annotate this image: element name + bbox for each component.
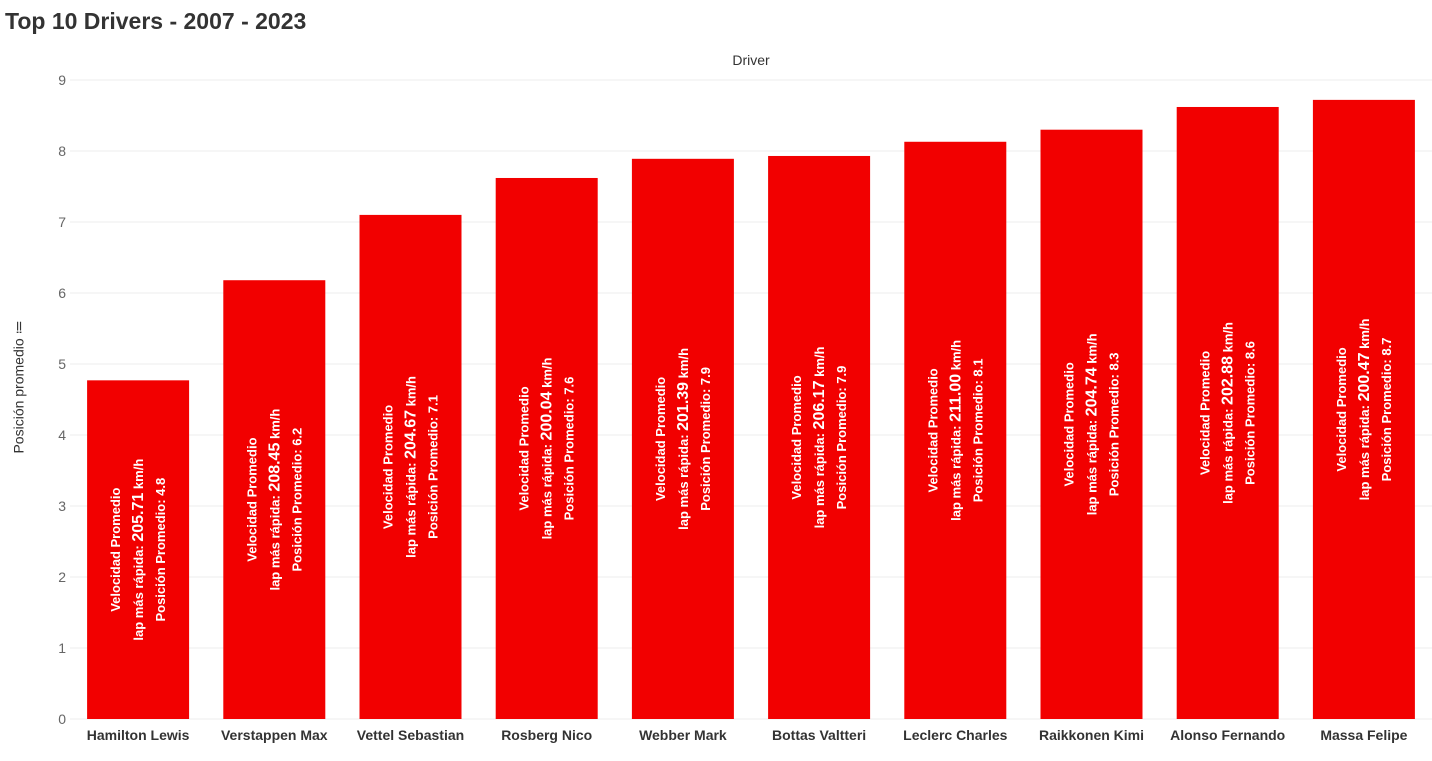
y-tick-label: 6 (58, 285, 66, 301)
bar[interactable] (495, 177, 598, 720)
y-tick-label: 2 (58, 569, 66, 585)
bar-label: Velocidad Promedio lap más rápida: 211.00… (925, 340, 985, 521)
x-axis-ticks: Hamilton Lewis Verstappen Max Vettel Sebas… (87, 727, 1408, 743)
bar-label-position: Posición Promedio: 8.6 (1243, 341, 1258, 485)
bars (87, 99, 1415, 720)
y-tick-label: 4 (58, 427, 66, 443)
bar-label-speed: lap más rápida: 211.00 km/h (947, 340, 964, 521)
bar-label-position: Posición Promedio: 4.8 (153, 478, 168, 622)
y-tick-label: 8 (58, 143, 66, 159)
bar-label-speed: lap más rápida: 202.88 km/h (1220, 322, 1237, 504)
x-tick-label: Vettel Sebastian (357, 727, 464, 743)
bar[interactable] (87, 380, 190, 719)
x-tick-label: Hamilton Lewis (87, 727, 190, 743)
y-axis-ticks: 0 1 2 3 4 5 6 7 8 9 (58, 72, 66, 727)
column-header: Driver (732, 52, 770, 68)
bar-label-speed: lap más rápida: 208.45 km/h (266, 409, 283, 591)
bar[interactable] (1176, 106, 1279, 720)
bar[interactable] (359, 214, 462, 719)
bar-label-line1: Velocidad Promedio (789, 375, 804, 499)
bar-label-position: Posición Promedio: 7.9 (834, 366, 849, 510)
x-tick-label: Massa Felipe (1320, 727, 1407, 743)
bar-label: Velocidad Promedio lap más rápida: 200.47… (1334, 318, 1394, 500)
bar-label-line1: Velocidad Promedio (517, 386, 532, 510)
bar-label-position: Posición Promedio: 7.6 (562, 377, 577, 521)
bar-labels: Velocidad Promedio lap más rápida: 205.71… (108, 318, 1394, 640)
bar-label: Velocidad Promedio lap más rápida: 204.74… (1062, 333, 1122, 515)
bar-label: Velocidad Promedio lap más rápida: 200.04… (517, 358, 577, 540)
bar[interactable] (223, 280, 326, 719)
chart-title: Top 10 Drivers - 2007 - 2023 (5, 8, 307, 34)
x-tick-label: Bottas Valtteri (772, 727, 866, 743)
bar-label: Velocidad Promedio lap más rápida: 202.88… (1198, 322, 1258, 504)
bar[interactable] (904, 141, 1007, 719)
bar-label-line1: Velocidad Promedio (1198, 351, 1213, 475)
bar[interactable] (1312, 99, 1415, 719)
bar-label-position: Posición Promedio: 8.1 (970, 359, 985, 503)
x-tick-label: Rosberg Nico (501, 727, 592, 743)
bar-label-speed: lap más rápida: 204.67 km/h (403, 376, 420, 558)
bar[interactable] (768, 155, 871, 720)
bar-label-line1: Velocidad Promedio (244, 437, 259, 561)
bar-label-speed: lap más rápida: 200.47 km/h (1356, 318, 1373, 500)
bar-label-line1: Velocidad Promedio (1062, 362, 1077, 486)
bar[interactable] (631, 158, 734, 719)
bar-label-speed: lap más rápida: 206.17 km/h (811, 346, 828, 528)
bar-label-speed: lap más rápida: 204.74 km/h (1084, 333, 1101, 515)
bar[interactable] (1040, 129, 1143, 719)
bar-label-line1: Velocidad Promedio (381, 405, 396, 529)
bar-label-line1: Velocidad Promedio (653, 377, 668, 501)
y-tick-label: 1 (58, 640, 66, 656)
bar-label-speed: lap más rápida: 205.71 km/h (130, 459, 147, 641)
bar-label-speed: lap más rápida: 200.04 km/h (539, 358, 556, 540)
x-tick-label: Webber Mark (639, 727, 727, 743)
bar-label-speed: lap más rápida: 201.39 km/h (675, 348, 692, 530)
bar-label-line1: Velocidad Promedio (925, 368, 940, 492)
bar-label: Velocidad Promedio lap más rápida: 201.39… (653, 348, 713, 530)
bar-label: Velocidad Promedio lap más rápida: 208.45… (244, 409, 304, 591)
bar-label: Velocidad Promedio lap más rápida: 204.67… (381, 376, 441, 558)
y-tick-label: 9 (58, 72, 66, 88)
bar-label-line1: Velocidad Promedio (108, 487, 123, 611)
y-tick-label: 7 (58, 214, 66, 230)
bar-label-position: Posición Promedio: 8.7 (1379, 338, 1394, 482)
x-tick-label: Alonso Fernando (1170, 727, 1285, 743)
y-tick-label: 3 (58, 498, 66, 514)
bar-label: Velocidad Promedio lap más rápida: 206.17… (789, 346, 849, 528)
bar-label-line1: Velocidad Promedio (1334, 347, 1349, 471)
y-tick-label: 0 (58, 711, 66, 727)
bar-label-position: Posición Promedio: 8.3 (1107, 352, 1122, 496)
x-tick-label: Raikkonen Kimi (1039, 727, 1144, 743)
bar-label-position: Posición Promedio: 7.1 (426, 395, 441, 539)
bar-label: Velocidad Promedio lap más rápida: 205.71… (108, 459, 168, 641)
y-tick-label: 5 (58, 356, 66, 372)
x-tick-label: Verstappen Max (221, 727, 328, 743)
bar-label-position: Posición Promedio: 6.2 (289, 428, 304, 572)
x-tick-label: Leclerc Charles (903, 727, 1007, 743)
bar-label-position: Posición Promedio: 7.9 (698, 367, 713, 511)
